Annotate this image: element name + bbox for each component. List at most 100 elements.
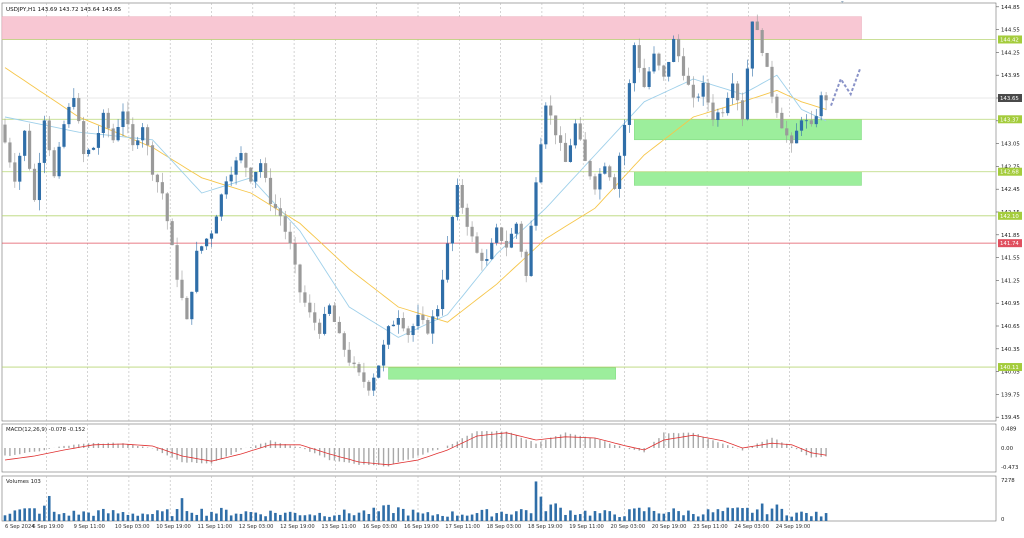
volume-bar: [352, 515, 356, 521]
level-price-label: 144.42: [1000, 37, 1019, 43]
x-tick-label: 20 Sep 03:00: [611, 524, 646, 530]
x-tick-label: 6 Sep 2024: [5, 524, 35, 530]
candle-body: [549, 105, 553, 116]
volume-bar: [692, 514, 695, 521]
volume-bar: [406, 515, 410, 521]
candle-body: [303, 292, 307, 303]
candle-body: [308, 302, 312, 313]
macd-y-tick-label: -0.473: [1001, 465, 1018, 471]
volume-bar: [731, 508, 734, 521]
candle-body: [617, 155, 622, 189]
y-tick-label: 141.55: [1001, 256, 1020, 262]
volume-y-tick-label: 7278: [1001, 478, 1015, 484]
volume-bar: [603, 510, 607, 521]
candle-body: [499, 227, 504, 241]
candle-body: [490, 242, 494, 260]
volume-bar: [382, 505, 385, 521]
candle-body: [509, 233, 514, 248]
y-tick-label: 142.45: [1001, 187, 1020, 193]
candle-body: [470, 226, 474, 237]
candle-body: [485, 259, 489, 261]
y-tick-label: 142.75: [1001, 164, 1020, 170]
y-tick-label: 144.55: [1001, 28, 1020, 34]
candle-body: [583, 139, 587, 161]
candle-body: [372, 377, 376, 391]
volume-bar: [67, 515, 71, 521]
volume-bar: [657, 513, 661, 521]
candle-body: [195, 250, 199, 292]
candle-body: [716, 112, 720, 121]
candle-body: [431, 316, 435, 334]
volume-bar: [97, 510, 100, 521]
volume-bar: [215, 513, 218, 521]
volume-bar: [824, 513, 828, 521]
y-tick-label: 139.45: [1001, 415, 1020, 421]
volume-bar: [810, 516, 813, 521]
volume-bar: [677, 511, 680, 521]
candle-body: [450, 216, 455, 244]
candle-body: [298, 264, 302, 293]
candle-body: [652, 53, 656, 72]
candle-body: [401, 317, 405, 329]
candle-body: [288, 231, 292, 244]
candle-body: [121, 111, 125, 128]
volume-bar: [23, 508, 26, 521]
volume-bar: [421, 513, 425, 521]
candle-body: [735, 83, 740, 101]
candle-body: [529, 225, 533, 276]
level-price-tag: [998, 239, 1022, 248]
support-zone: [388, 367, 616, 380]
volume-bar: [441, 515, 444, 521]
candle-body: [136, 140, 140, 146]
volume-bar: [106, 513, 110, 521]
candle-body: [514, 223, 518, 234]
volume-bar: [510, 514, 513, 521]
candle-body: [539, 144, 543, 183]
candle-body: [568, 145, 573, 162]
volume-bar: [716, 509, 720, 521]
candle-body: [175, 245, 179, 280]
candle-body: [622, 124, 627, 156]
candle-body: [440, 279, 445, 310]
volume-bar: [136, 515, 140, 521]
symbol-info-label: USDJPY,H1 143.69 143.72 143.64 143.65: [6, 7, 122, 13]
volume-bar: [687, 510, 690, 521]
candle-body: [254, 171, 258, 182]
resistance-zone: [1, 16, 862, 40]
candle-body: [23, 130, 27, 156]
macd-signal-line: [4, 432, 827, 466]
volume-bar: [190, 512, 194, 521]
candle-body: [696, 96, 700, 98]
candle-body: [322, 313, 327, 334]
candle-body: [13, 162, 17, 182]
candle-body: [52, 150, 56, 177]
candle-body: [77, 98, 81, 122]
volume-bar: [229, 515, 233, 521]
candle-body: [165, 193, 169, 222]
volume-bar: [347, 513, 351, 521]
x-tick-label: 6 Sep 19:00: [32, 524, 63, 530]
candle-body: [131, 124, 135, 146]
candle-body: [445, 243, 450, 280]
macd-y-tick-label: 0.489: [1001, 426, 1017, 432]
x-tick-label: 11 Sep 11:00: [198, 524, 233, 530]
candle-body: [8, 142, 12, 163]
level-price-tag: [998, 211, 1022, 220]
candle-body: [770, 66, 774, 97]
candle-body: [608, 166, 612, 178]
volume-bar: [151, 514, 154, 521]
candle-body: [563, 142, 568, 162]
candle-body: [455, 184, 459, 217]
candle-body: [495, 227, 499, 243]
chart-shift-marker-icon[interactable]: [840, 1, 844, 3]
candle-body: [91, 147, 96, 150]
candle-body: [111, 128, 115, 141]
volume-bar: [701, 514, 705, 521]
candle-body: [436, 309, 440, 317]
candle-body: [799, 120, 804, 131]
volume-bar: [559, 507, 562, 521]
y-tick-label: 144.85: [1001, 5, 1020, 11]
volume-bar: [200, 508, 203, 521]
